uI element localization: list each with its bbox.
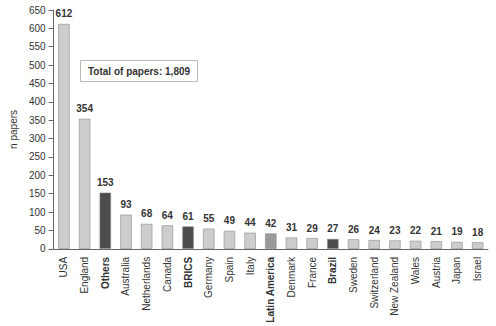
svg-text:150: 150 bbox=[29, 188, 46, 199]
svg-text:Denmark: Denmark bbox=[286, 256, 297, 298]
svg-text:68: 68 bbox=[141, 208, 153, 219]
svg-text:Spain: Spain bbox=[224, 257, 235, 283]
svg-text:Japan: Japan bbox=[451, 257, 462, 284]
svg-text:Netherlands: Netherlands bbox=[141, 257, 152, 311]
svg-text:612: 612 bbox=[56, 8, 73, 19]
svg-text:Australia: Australia bbox=[120, 256, 131, 295]
svg-text:Israel: Israel bbox=[472, 257, 483, 281]
svg-text:100: 100 bbox=[29, 207, 46, 218]
svg-text:Brazil: Brazil bbox=[327, 257, 338, 284]
svg-text:USA: USA bbox=[58, 257, 69, 278]
svg-text:93: 93 bbox=[120, 199, 132, 210]
svg-text:26: 26 bbox=[348, 224, 360, 235]
svg-text:Switzerland: Switzerland bbox=[369, 257, 380, 309]
svg-text:450: 450 bbox=[29, 78, 46, 89]
svg-text:29: 29 bbox=[307, 223, 319, 234]
svg-text:600: 600 bbox=[29, 23, 46, 34]
svg-text:650: 650 bbox=[29, 5, 46, 16]
svg-text:0: 0 bbox=[40, 243, 46, 254]
svg-text:550: 550 bbox=[29, 41, 46, 52]
svg-text:New Zealand: New Zealand bbox=[389, 257, 400, 316]
svg-text:354: 354 bbox=[76, 103, 93, 114]
svg-text:Others: Others bbox=[100, 256, 111, 289]
svg-text:18: 18 bbox=[472, 227, 484, 238]
svg-text:France: France bbox=[307, 256, 318, 288]
svg-text:22: 22 bbox=[410, 225, 422, 236]
svg-text:Italy: Italy bbox=[245, 257, 256, 275]
svg-text:Wales: Wales bbox=[410, 257, 421, 284]
svg-text:42: 42 bbox=[265, 218, 277, 229]
svg-text:Austria: Austria bbox=[431, 256, 442, 288]
svg-text:Total of papers: 1,809: Total of papers: 1,809 bbox=[88, 66, 191, 77]
svg-text:31: 31 bbox=[286, 222, 298, 233]
svg-text:Germany: Germany bbox=[203, 257, 214, 298]
svg-text:24: 24 bbox=[369, 225, 381, 236]
svg-text:200: 200 bbox=[29, 170, 46, 181]
svg-text:500: 500 bbox=[29, 60, 46, 71]
svg-text:44: 44 bbox=[245, 217, 257, 228]
svg-text:n papers: n papers bbox=[8, 110, 19, 149]
svg-text:61: 61 bbox=[182, 211, 194, 222]
svg-text:23: 23 bbox=[389, 225, 401, 236]
svg-text:Latin America: Latin America bbox=[265, 256, 276, 322]
svg-text:21: 21 bbox=[431, 226, 443, 237]
svg-text:55: 55 bbox=[203, 213, 215, 224]
svg-text:19: 19 bbox=[451, 226, 463, 237]
svg-text:49: 49 bbox=[224, 215, 236, 226]
svg-text:Sweden: Sweden bbox=[348, 257, 359, 293]
svg-text:England: England bbox=[79, 257, 90, 294]
svg-text:64: 64 bbox=[162, 210, 174, 221]
svg-text:BRICS: BRICS bbox=[183, 257, 194, 288]
svg-text:50: 50 bbox=[34, 225, 46, 236]
svg-text:300: 300 bbox=[29, 133, 46, 144]
svg-text:27: 27 bbox=[327, 223, 339, 234]
svg-text:153: 153 bbox=[97, 177, 114, 188]
svg-text:400: 400 bbox=[29, 96, 46, 107]
svg-text:350: 350 bbox=[29, 115, 46, 126]
svg-text:250: 250 bbox=[29, 151, 46, 162]
svg-text:Canada: Canada bbox=[162, 256, 173, 291]
